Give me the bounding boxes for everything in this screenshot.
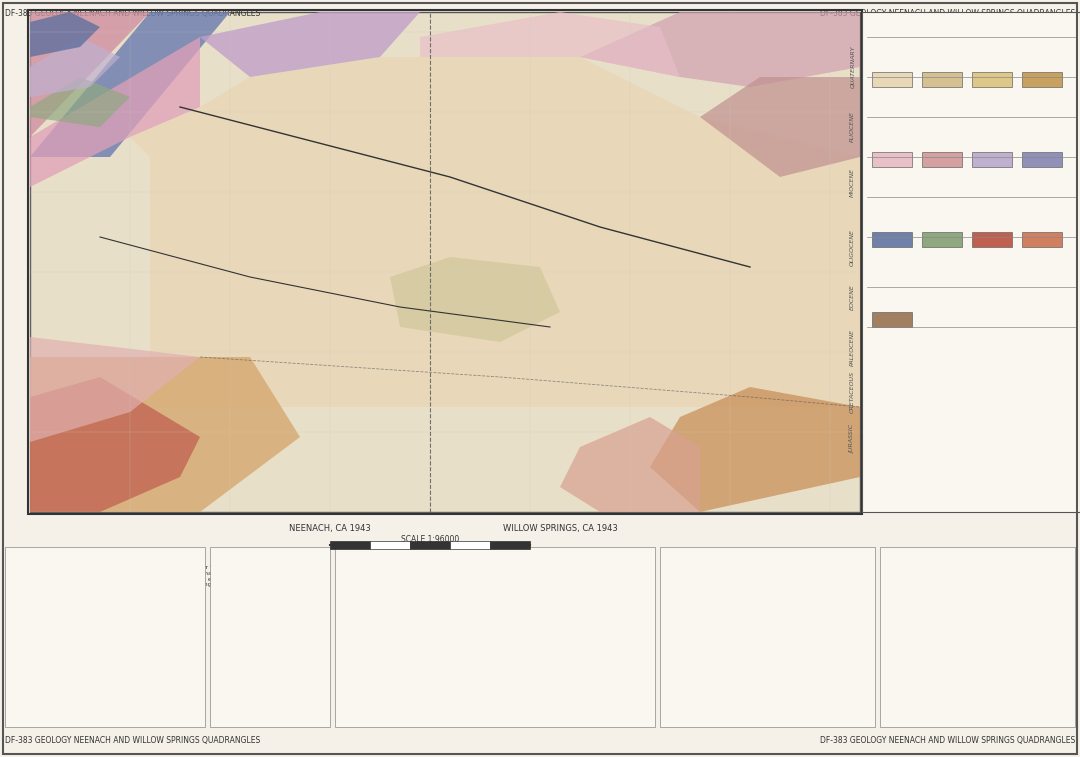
Text: Dibblee Geology Center Map FDF-383     First Printing, May 2008: Dibblee Geology Center Map FDF-383 First… bbox=[382, 653, 608, 659]
Polygon shape bbox=[130, 57, 860, 407]
Text: KERN & LOS ANGELES COUNTIES, CALIFORNIA: KERN & LOS ANGELES COUNTIES, CALIFORNIA bbox=[391, 612, 599, 621]
Polygon shape bbox=[30, 337, 200, 442]
Text: CRETACEOUS: CRETACEOUS bbox=[1032, 297, 1075, 302]
Text: PLIOCENE: PLIOCENE bbox=[1044, 87, 1075, 92]
Bar bbox=[872, 152, 912, 167]
Text: MIOCENE: MIOCENE bbox=[850, 167, 855, 197]
Polygon shape bbox=[700, 77, 860, 177]
Bar bbox=[30, 12, 860, 512]
Bar bbox=[922, 72, 962, 87]
Bar bbox=[490, 541, 530, 549]
Text: QUATERNARY: QUATERNARY bbox=[850, 45, 855, 89]
Bar bbox=[210, 547, 330, 727]
Polygon shape bbox=[30, 12, 150, 137]
Bar bbox=[1022, 152, 1062, 167]
Text: Qpf: Qpf bbox=[986, 94, 998, 100]
Bar bbox=[972, 72, 1012, 87]
Text: Tv: Tv bbox=[1038, 174, 1047, 180]
Text: Tps: Tps bbox=[936, 174, 948, 180]
Text: NEENACH AND
WILLOW SPRINGS MAP (DF-383): NEENACH AND WILLOW SPRINGS MAP (DF-383) bbox=[890, 20, 1053, 39]
Text: GEOLOGIC SYMBOLS: GEOLOGIC SYMBOLS bbox=[933, 552, 1021, 561]
Bar bbox=[972, 232, 1012, 247]
Text: WILLOW SPRINGS, CA 1943: WILLOW SPRINGS, CA 1943 bbox=[502, 524, 618, 533]
Polygon shape bbox=[580, 12, 860, 87]
Bar bbox=[5, 547, 205, 727]
Polygon shape bbox=[30, 12, 230, 157]
Text: Crowell, J.C., 1962. Geology of the Lebec quadrangle,
California: California Div: Crowell, J.C., 1962. Geology of the Lebe… bbox=[665, 565, 846, 686]
Text: PALEOCENE: PALEOCENE bbox=[850, 329, 855, 366]
Polygon shape bbox=[30, 357, 300, 512]
Text: QUATERNARY: QUATERNARY bbox=[1032, 47, 1075, 52]
Bar bbox=[335, 547, 654, 727]
Polygon shape bbox=[30, 12, 100, 57]
Polygon shape bbox=[561, 417, 700, 512]
Text: INDEX TO NEENACH
15 MINUTE QUADRANGLES: INDEX TO NEENACH 15 MINUTE QUADRANGLES bbox=[218, 552, 322, 565]
Text: PERTINENT REFERENCES: PERTINENT REFERENCES bbox=[714, 552, 820, 561]
Bar bbox=[862, 12, 1080, 512]
Bar bbox=[880, 547, 1075, 727]
Text: PETER WEIGAND MEMORIAL MAP: PETER WEIGAND MEMORIAL MAP bbox=[405, 707, 585, 717]
Polygon shape bbox=[650, 387, 860, 512]
Text: Qa: Qa bbox=[887, 94, 896, 100]
Bar bbox=[1022, 232, 1062, 247]
Text: DF-383 GEOLOGY NEENACH AND WILLOW SPRINGS QUADRANGLES: DF-383 GEOLOGY NEENACH AND WILLOW SPRING… bbox=[820, 9, 1075, 18]
Text: PLIOCENE: PLIOCENE bbox=[850, 111, 855, 142]
Text: Tuf: Tuf bbox=[1037, 254, 1048, 260]
Text: EDITED BY JOHN A. MINCH: EDITED BY JOHN A. MINCH bbox=[440, 639, 550, 648]
Text: 2559 PUESTA DEL SOL ROAD, SANTA BARBARA, CA 93105: 2559 PUESTA DEL SOL ROAD, SANTA BARBARA,… bbox=[394, 674, 596, 680]
Text: MIOCENE: MIOCENE bbox=[1045, 127, 1075, 132]
Polygon shape bbox=[30, 37, 120, 97]
Text: SANTA BARBARA MUSEUM OF NATURAL HISTORY: SANTA BARBARA MUSEUM OF NATURAL HISTORY bbox=[390, 663, 600, 672]
Bar bbox=[1022, 72, 1062, 87]
Text: Kgr: Kgr bbox=[886, 254, 897, 260]
Polygon shape bbox=[200, 12, 420, 77]
Polygon shape bbox=[390, 257, 561, 342]
Text: NEENACH, CA 1943: NEENACH, CA 1943 bbox=[289, 524, 370, 533]
Text: Tfc: Tfc bbox=[1037, 94, 1048, 100]
Text: Qoa: Qoa bbox=[935, 94, 949, 100]
Text: EOCENE: EOCENE bbox=[1049, 207, 1075, 212]
Bar bbox=[410, 541, 450, 549]
Text: JURASSIC: JURASSIC bbox=[850, 425, 855, 453]
Text: OLIGOCENE: OLIGOCENE bbox=[1038, 167, 1075, 172]
Bar bbox=[330, 541, 370, 549]
Bar bbox=[872, 312, 912, 327]
Text: DF-383 GEOLOGY NEENACH AND WILLOW SPRINGS QUADRANGLES: DF-383 GEOLOGY NEENACH AND WILLOW SPRING… bbox=[820, 736, 1075, 745]
Text: OLIGOCENE: OLIGOCENE bbox=[850, 229, 855, 266]
Polygon shape bbox=[30, 37, 200, 187]
Text: Map Dedication: This map is dedicated to the memory of Peter Weigand of
Californ: Map Dedication: This map is dedicated to… bbox=[10, 565, 281, 587]
Text: DF-383 GEOLOGY NEENACH AND WILLOW SPRINGS QUADRANGLES: DF-383 GEOLOGY NEENACH AND WILLOW SPRING… bbox=[5, 736, 260, 745]
Text: DF-383 GEOLOGY NEENACH AND WILLOW SPRINGS QUADRANGLES: DF-383 GEOLOGY NEENACH AND WILLOW SPRING… bbox=[5, 9, 260, 18]
Text: Tes: Tes bbox=[986, 174, 998, 180]
Bar bbox=[872, 72, 912, 87]
Bar bbox=[660, 547, 875, 727]
Bar bbox=[872, 232, 912, 247]
Bar bbox=[922, 232, 962, 247]
Text: GEOLOGIC MAP OF THE
NEENACH & WILLOW SPRINGS
15 MINUTE QUADRANGLES: GEOLOGIC MAP OF THE NEENACH & WILLOW SPR… bbox=[366, 552, 624, 604]
Text: BY THOMAS W. DIBBLEE, JR., 2008: BY THOMAS W. DIBBLEE, JR., 2008 bbox=[389, 625, 602, 635]
Text: PALEOCENE: PALEOCENE bbox=[1038, 247, 1075, 252]
Bar bbox=[370, 541, 410, 549]
Text: CRETACEOUS: CRETACEOUS bbox=[850, 371, 855, 413]
Polygon shape bbox=[420, 12, 680, 77]
Bar bbox=[450, 541, 490, 549]
Text: Tmz: Tmz bbox=[885, 334, 900, 340]
Text: PETER WEIGAND MEMORIAL MAP: PETER WEIGAND MEMORIAL MAP bbox=[28, 552, 183, 561]
Bar bbox=[922, 152, 962, 167]
Text: Jsp: Jsp bbox=[937, 254, 947, 260]
Text: SCALE 1:96000: SCALE 1:96000 bbox=[401, 535, 459, 544]
Bar bbox=[28, 10, 862, 514]
Text: HTTP://WWW.SBNATURE.ORG/2: HTTP://WWW.SBNATURE.ORG/2 bbox=[441, 685, 550, 691]
Text: Tp: Tp bbox=[888, 174, 896, 180]
Text: KJf: KJf bbox=[987, 254, 997, 260]
Text: JURASSIC: JURASSIC bbox=[1045, 337, 1075, 342]
Polygon shape bbox=[30, 377, 200, 512]
Text: LEGEND: LEGEND bbox=[949, 44, 993, 54]
Polygon shape bbox=[30, 77, 130, 127]
Bar bbox=[972, 152, 1012, 167]
Text: EOCENE: EOCENE bbox=[850, 284, 855, 310]
